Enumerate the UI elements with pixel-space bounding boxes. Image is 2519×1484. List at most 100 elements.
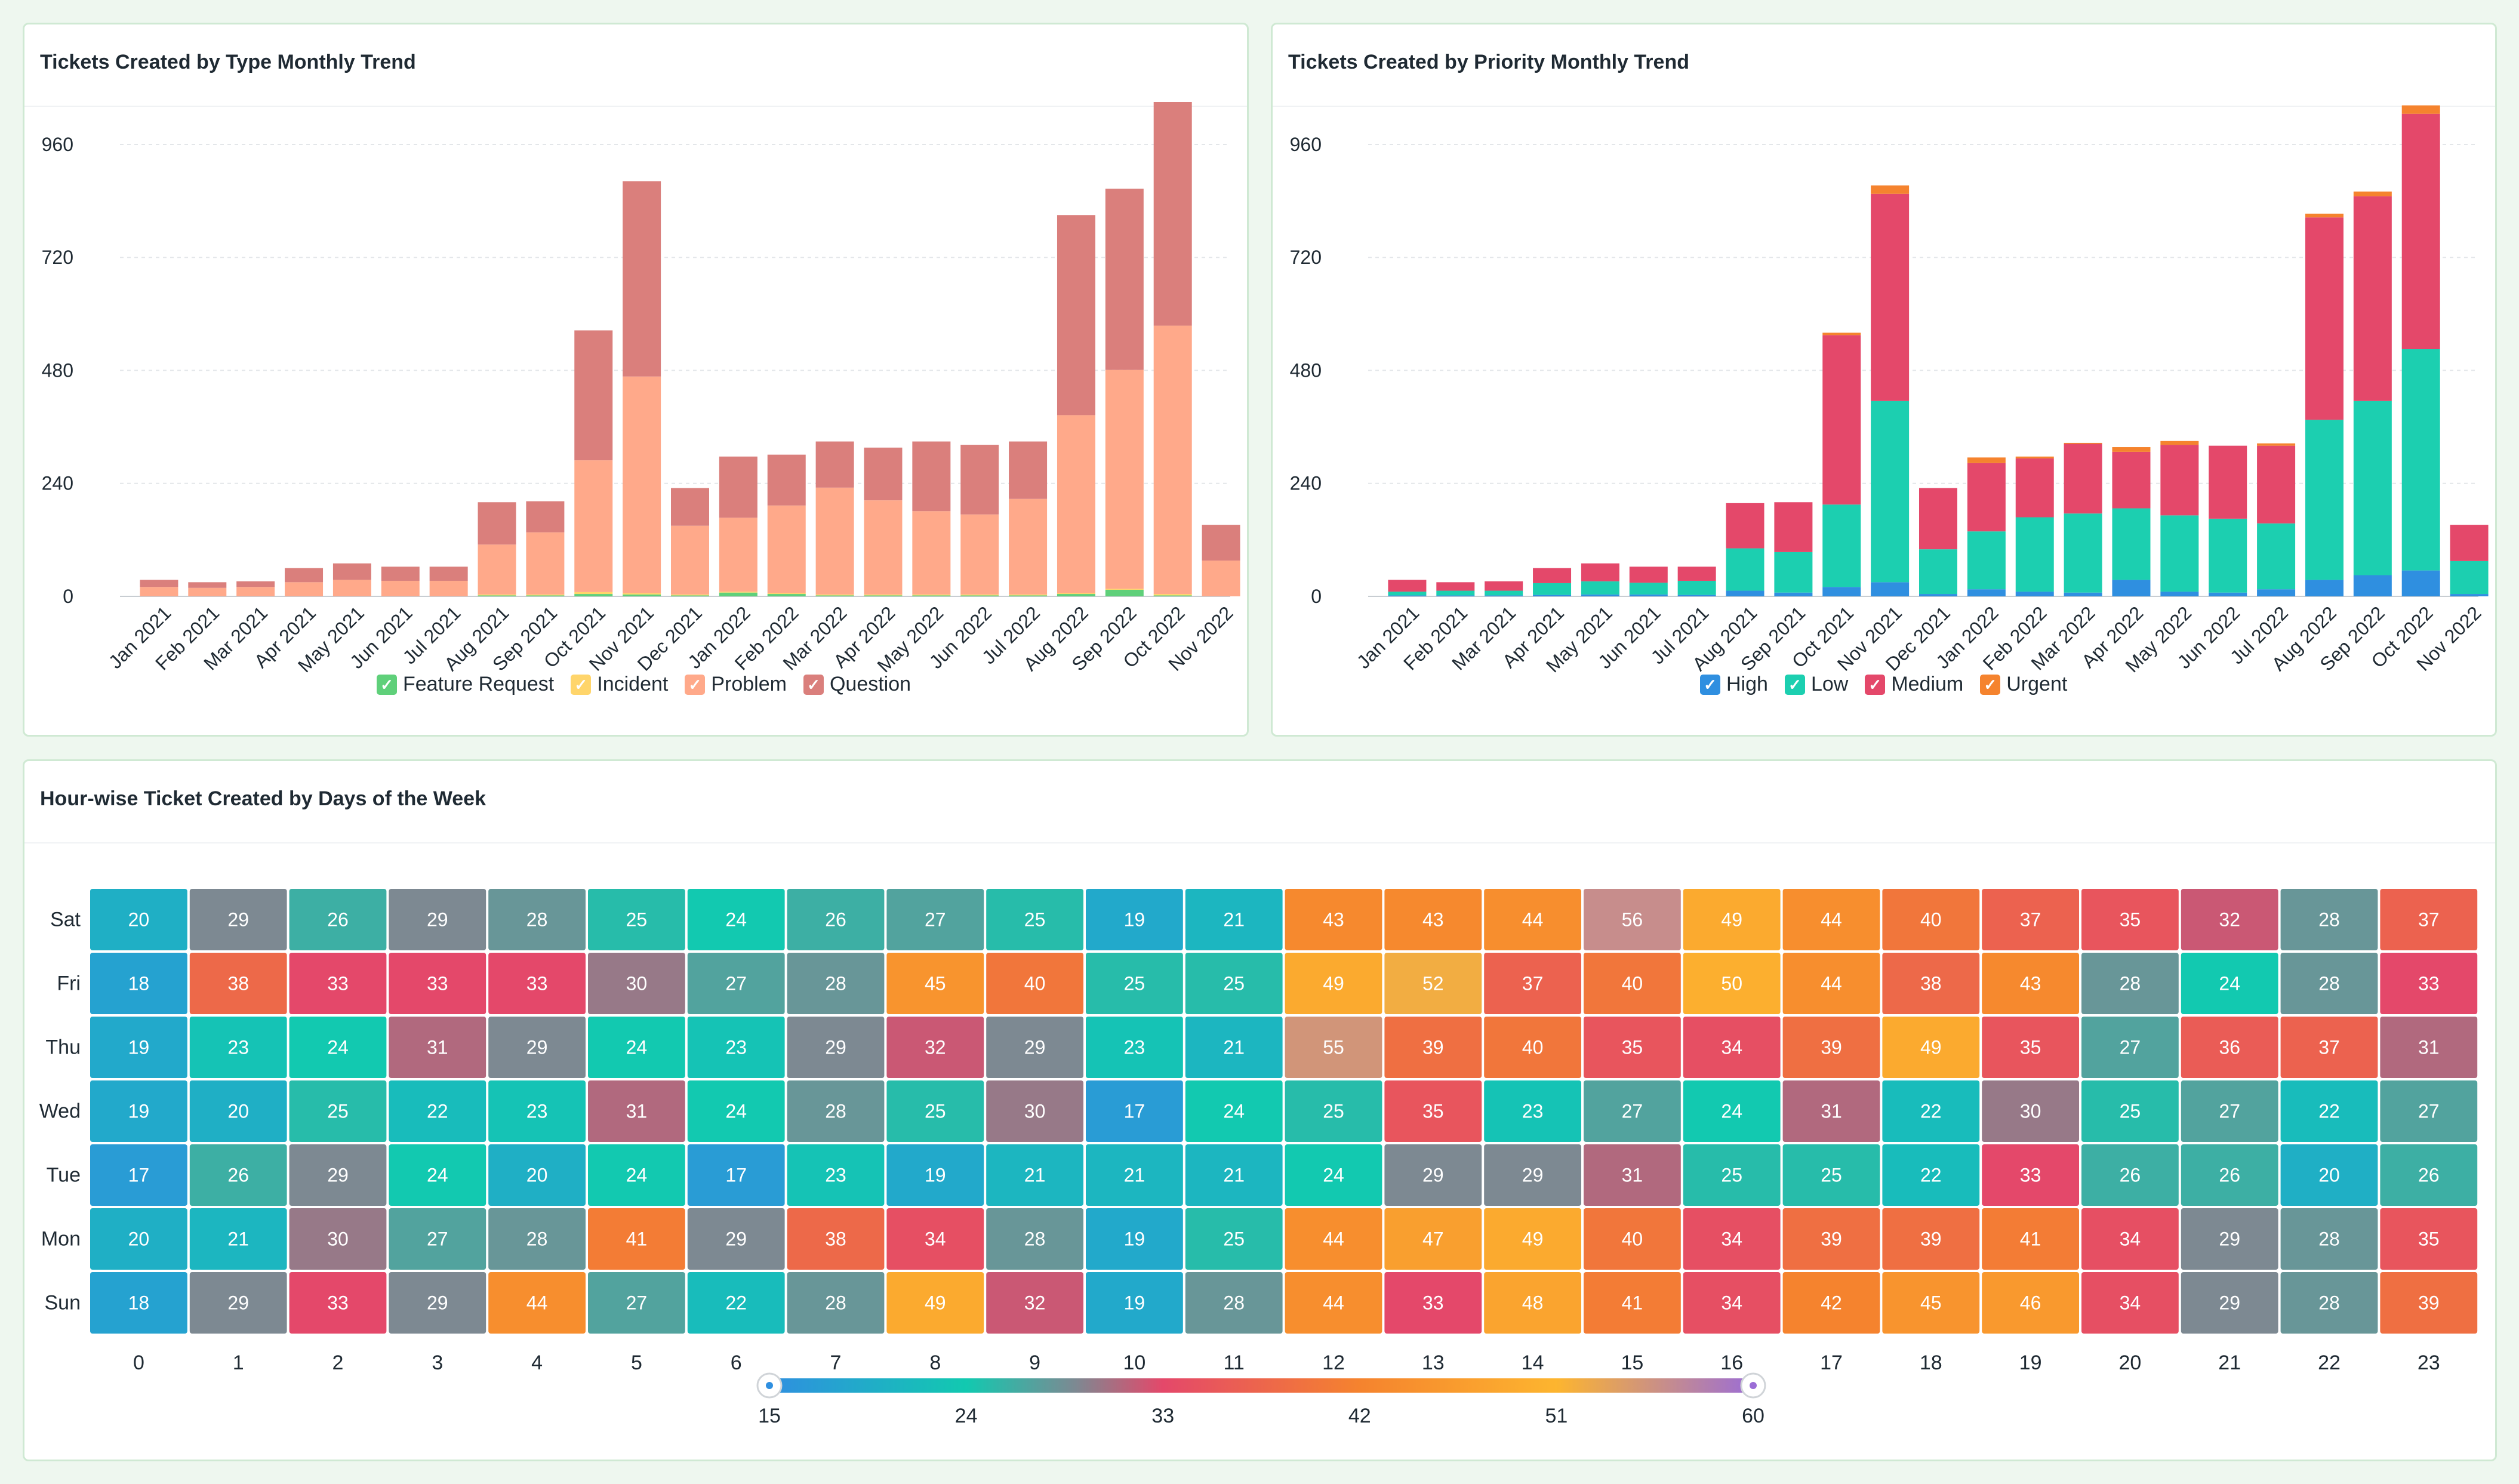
bar-segment[interactable] (140, 587, 178, 596)
bar-segment[interactable] (2160, 592, 2199, 596)
heatmap-cell[interactable] (2380, 953, 2478, 1014)
legend-item[interactable]: ✓ Feature Request (377, 673, 554, 696)
heatmap-cell[interactable] (2181, 889, 2278, 950)
heatmap-cell[interactable] (1086, 1017, 1183, 1078)
heatmap-cell[interactable] (1384, 1080, 1482, 1142)
bar-segment[interactable] (912, 594, 951, 596)
heatmap-cell[interactable] (886, 1080, 984, 1142)
bar-segment[interactable] (2353, 575, 2392, 596)
bar-segment[interactable] (2064, 592, 2102, 596)
heatmap-cell[interactable] (289, 1208, 387, 1270)
bar-segment[interactable] (1726, 503, 1764, 549)
heatmap-cell[interactable] (90, 1272, 187, 1334)
heatmap-cell[interactable] (389, 1208, 486, 1270)
bar-segment[interactable] (623, 594, 661, 596)
heatmap-cell[interactable] (986, 1272, 1083, 1334)
heatmap-cell[interactable] (2380, 1144, 2478, 1206)
heatmap-cell[interactable] (588, 1144, 685, 1206)
heatmap-cell[interactable] (986, 1208, 1083, 1270)
heatmap-cell[interactable] (2380, 1272, 2478, 1334)
bar-segment[interactable] (864, 595, 903, 596)
bar-segment[interactable] (671, 525, 709, 595)
bar-segment[interactable] (1581, 563, 1619, 581)
heatmap-cell[interactable] (2081, 1080, 2179, 1142)
heatmap-cell[interactable] (2280, 1272, 2378, 1334)
heatmap-cell[interactable] (1584, 1080, 1681, 1142)
bar-segment[interactable] (960, 445, 999, 515)
heatmap-cell[interactable] (886, 1208, 984, 1270)
bar-segment[interactable] (526, 532, 565, 595)
heatmap-cell[interactable] (1484, 1144, 1581, 1206)
bar-segment[interactable] (864, 594, 903, 596)
bar-segment[interactable] (478, 595, 516, 596)
bar-segment[interactable] (2015, 456, 2054, 458)
heatmap-cell[interactable] (1086, 889, 1183, 950)
bar-segment[interactable] (1629, 566, 1668, 583)
heatmap-cell[interactable] (389, 889, 486, 950)
heatmap-cell[interactable] (1086, 1208, 1183, 1270)
bar-segment[interactable] (1629, 583, 1668, 595)
bar-segment[interactable] (1533, 595, 1572, 596)
heatmap-cell[interactable] (986, 1144, 1083, 1206)
bar-segment[interactable] (719, 592, 757, 593)
heatmap-cell[interactable] (2380, 1080, 2478, 1142)
bar-segment[interactable] (2209, 518, 2247, 593)
bar-segment[interactable] (2353, 401, 2392, 575)
bar-segment[interactable] (815, 595, 854, 596)
heatmap-cell[interactable] (2380, 1208, 2478, 1270)
heatmap-cell[interactable] (1584, 889, 1681, 950)
heatmap-cell[interactable] (389, 1272, 486, 1334)
heatmap-cell[interactable] (1584, 1144, 1681, 1206)
heatmap-cell[interactable] (2081, 1144, 2179, 1206)
heatmap-cell[interactable] (1086, 1144, 1183, 1206)
heatmap-cell[interactable] (488, 1208, 586, 1270)
heatmap-cell[interactable] (687, 1017, 785, 1078)
bar-segment[interactable] (2160, 515, 2199, 592)
heatmap-cell[interactable] (1782, 953, 1880, 1014)
heatmap-cell[interactable] (687, 1272, 785, 1334)
bar-segment[interactable] (478, 544, 516, 595)
bar-segment[interactable] (1967, 589, 2006, 596)
heatmap-cell[interactable] (389, 953, 486, 1014)
bar-segment[interactable] (381, 566, 420, 581)
bar-segment[interactable] (1629, 594, 1668, 596)
heatmap-cell[interactable] (2181, 1144, 2278, 1206)
heatmap-cell[interactable] (90, 953, 187, 1014)
heatmap-cell[interactable] (2380, 1017, 2478, 1078)
bar-segment[interactable] (767, 594, 806, 596)
bar-segment[interactable] (429, 580, 468, 596)
heatmap-cell[interactable] (488, 1017, 586, 1078)
bar-segment[interactable] (1436, 595, 1475, 596)
heatmap-cell[interactable] (189, 1080, 287, 1142)
heatmap-cell[interactable] (189, 953, 287, 1014)
bar-segment[interactable] (2209, 592, 2247, 596)
bar-segment[interactable] (1105, 589, 1144, 590)
bar-segment[interactable] (1105, 370, 1144, 589)
heatmap-cell[interactable] (1782, 1017, 1880, 1078)
bar-segment[interactable] (767, 593, 806, 595)
bar-segment[interactable] (1677, 580, 1716, 595)
heatmap-cell[interactable] (1185, 889, 1283, 950)
bar-segment[interactable] (1919, 594, 1957, 596)
bar-segment[interactable] (1202, 525, 1240, 561)
bar-segment[interactable] (2257, 589, 2296, 596)
bar-segment[interactable] (960, 595, 999, 596)
heatmap-cell[interactable] (1285, 1017, 1382, 1078)
heatmap-cell[interactable] (1683, 889, 1781, 950)
bar-segment[interactable] (2112, 580, 2151, 596)
bar-segment[interactable] (188, 587, 227, 596)
heatmap-cell[interactable] (1484, 1017, 1581, 1078)
heatmap-cell[interactable] (1683, 1144, 1781, 1206)
heatmap-cell[interactable] (189, 1017, 287, 1078)
heatmap-cell[interactable] (90, 1080, 187, 1142)
bar-segment[interactable] (188, 582, 227, 588)
heatmap-cell[interactable] (886, 1144, 984, 1206)
heatmap-cell[interactable] (787, 953, 885, 1014)
heatmap-cell[interactable] (2081, 1272, 2179, 1334)
bar-segment[interactable] (671, 488, 709, 526)
bar-segment[interactable] (2305, 217, 2344, 420)
bar-segment[interactable] (1436, 590, 1475, 596)
bar-segment[interactable] (2401, 105, 2440, 114)
bar-segment[interactable] (285, 582, 324, 596)
heatmap-cell[interactable] (90, 1017, 187, 1078)
